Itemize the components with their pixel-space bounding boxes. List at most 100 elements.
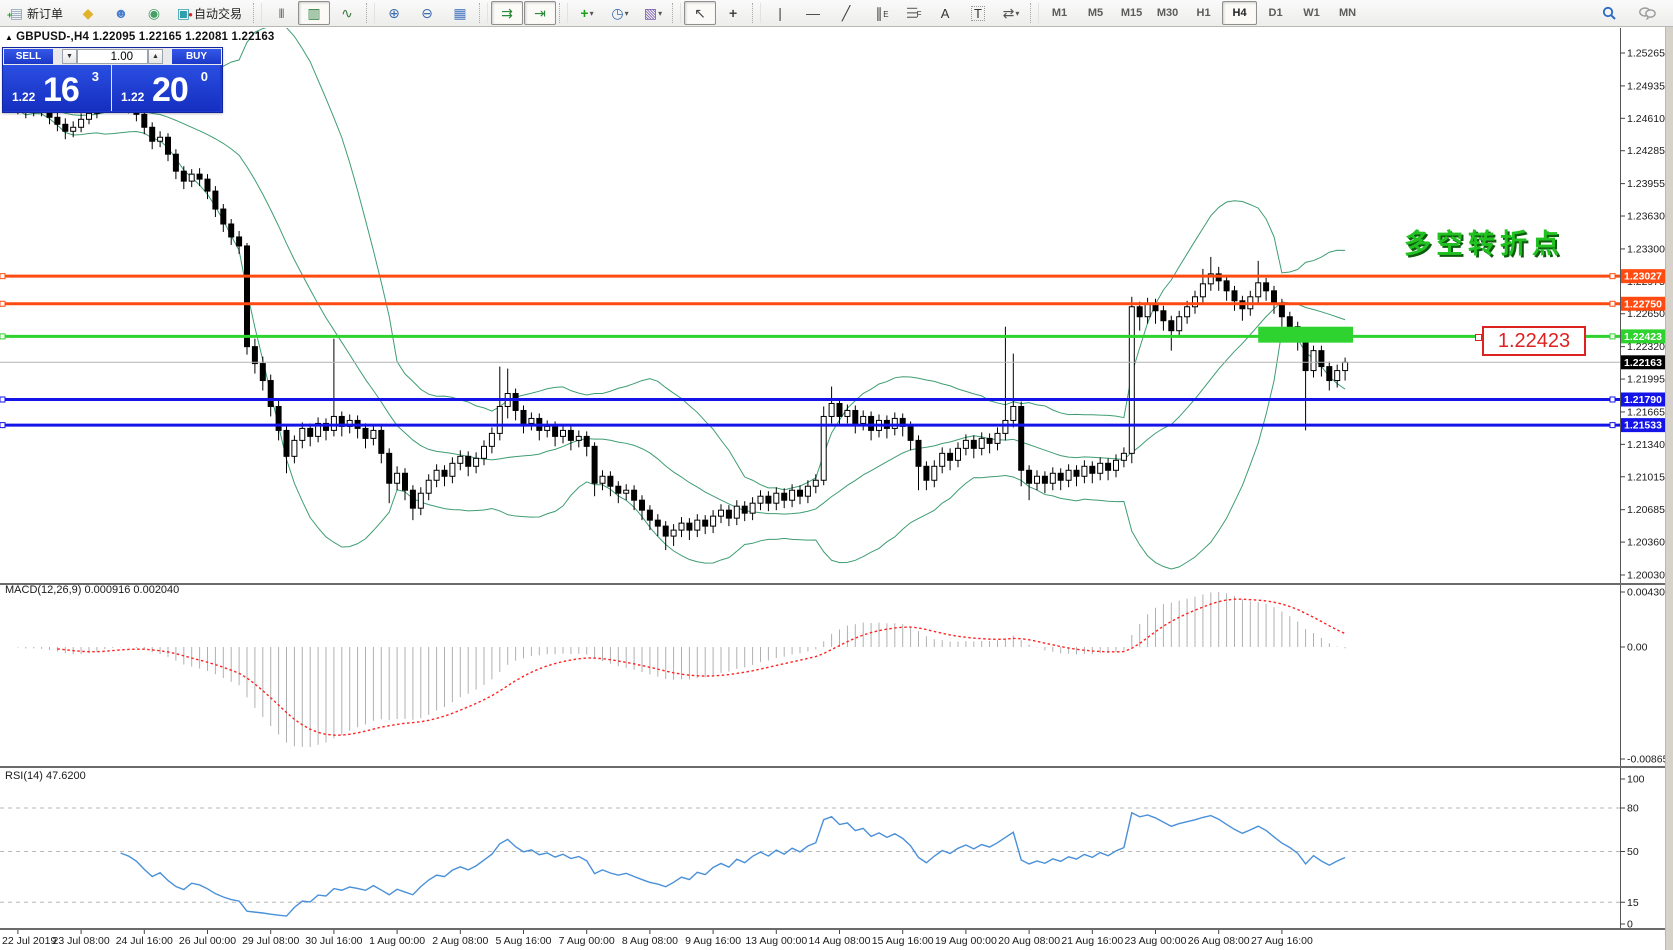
pane-divider[interactable] [0, 766, 1673, 768]
line-chart-button[interactable]: ∿ [331, 1, 363, 25]
tab-d1[interactable]: D1 [1268, 7, 1283, 19]
auto-scroll-button[interactable]: ⇉ [491, 1, 524, 25]
tile-windows-button[interactable]: ▦ [444, 1, 476, 25]
candlestick-chart-button[interactable]: ▥ [298, 1, 331, 25]
candle-body-up [994, 432, 1001, 444]
tab-mn[interactable]: MN [1338, 7, 1357, 19]
y-axis-label: 1.20685 [1627, 504, 1665, 516]
toolbar-separator [752, 3, 762, 23]
turning-point-annotation[interactable]: 多空转折点 [1404, 229, 1564, 259]
candle-body-up [749, 502, 756, 514]
trendline-button[interactable]: ╱ [830, 1, 862, 25]
candle [157, 131, 164, 148]
tab-h4[interactable]: H4 [1222, 1, 1258, 25]
line-anchor-handle[interactable] [0, 422, 6, 429]
indicators-button[interactable]: + ▾ [571, 1, 603, 25]
buy-button[interactable]: BUY [172, 49, 221, 64]
market-button[interactable]: ◉ [138, 1, 170, 25]
line-chart-icon: ∿ [341, 4, 353, 21]
tab-m5[interactable]: M5 [1087, 7, 1104, 19]
metaeditor-button[interactable]: ◆ [72, 1, 104, 25]
community-button[interactable]: ☻ [105, 1, 137, 25]
tab-m1[interactable]: M1 [1051, 7, 1068, 19]
pane-divider[interactable] [0, 583, 1673, 585]
candle [433, 464, 440, 488]
horizontal-line-object[interactable] [0, 333, 1620, 340]
arrows-tool-button[interactable]: ⇄ ▾ [995, 1, 1027, 25]
line-anchor-handle[interactable] [0, 333, 6, 340]
candle [394, 466, 401, 491]
cursor-button[interactable]: ↖ [684, 1, 717, 25]
candle [978, 432, 985, 456]
volume-increase-button[interactable]: ▲ [148, 49, 163, 64]
candle [1231, 285, 1238, 311]
sell-price-button[interactable]: 1.22 16 3 [3, 65, 112, 111]
horizontal-line-object[interactable] [0, 422, 1620, 429]
tab-m15[interactable]: M15 [1120, 7, 1143, 19]
tab-m30[interactable]: M30 [1156, 7, 1179, 19]
candle-body-down [907, 425, 914, 441]
candle [567, 425, 574, 451]
chat-button[interactable] [1631, 1, 1663, 25]
new-order-button[interactable]: ▤ + 新订单 [4, 1, 71, 25]
fibonacci-button[interactable]: ☰ F [896, 1, 928, 25]
candle-body-down [267, 380, 274, 407]
y-axis-label: 1.24285 [1627, 145, 1665, 157]
buy-price-button[interactable]: 1.22 20 0 [112, 65, 220, 111]
candle [528, 412, 535, 431]
chart-shift-button[interactable]: ⇥ [524, 1, 557, 25]
channel-button[interactable]: ∥ E [863, 1, 895, 25]
line-anchor-handle[interactable] [0, 300, 6, 307]
line-anchor-handle[interactable] [0, 396, 6, 403]
highlight-rectangle-object[interactable] [1258, 326, 1353, 343]
line-anchor-handle[interactable] [1609, 422, 1616, 429]
bollinger-upper-band [9, 28, 1346, 491]
candle [180, 166, 187, 190]
horizontal-line-object[interactable] [0, 273, 1620, 280]
triangle-up-icon: ▲ [5, 33, 14, 42]
line-anchor-handle[interactable] [1609, 300, 1616, 307]
horizontal-line-button[interactable]: — [797, 1, 829, 25]
tab-w1[interactable]: W1 [1303, 7, 1320, 19]
macd-axis-label: 0.00 [1627, 642, 1648, 654]
bar-chart-button[interactable]: ||| [265, 1, 297, 25]
callout-anchor-handle[interactable] [1475, 334, 1482, 341]
zoom-in-button[interactable]: ⊕ [378, 1, 410, 25]
text-tool-button[interactable]: A [929, 1, 961, 25]
candle-body-up [560, 429, 566, 437]
autotrading-button[interactable]: ▣ ● 自动交易 [171, 1, 250, 25]
hline-price-tag: 1.22423 [1621, 329, 1672, 344]
line-anchor-handle[interactable] [1609, 396, 1616, 403]
tab-h1[interactable]: H1 [1196, 7, 1211, 19]
search-button[interactable] [1593, 1, 1625, 25]
candle [307, 423, 314, 447]
line-anchor-handle[interactable] [1609, 333, 1616, 340]
candle [457, 450, 464, 471]
candle-body-down [1263, 282, 1270, 292]
sell-button[interactable]: SELL [4, 49, 53, 64]
chevron-down-icon: ▾ [1015, 8, 1020, 18]
periods-button[interactable]: ◷ ▾ [604, 1, 636, 25]
autotrading-icon: ▣ ● [176, 4, 194, 21]
vertical-line-button[interactable]: | [764, 1, 796, 25]
line-anchor-handle[interactable] [0, 273, 6, 280]
candle [836, 398, 843, 427]
volume-input[interactable]: 1.00 [77, 49, 148, 64]
candle-body-up [1113, 459, 1119, 471]
zoom-out-button[interactable]: ⊖ [411, 1, 443, 25]
candle [299, 422, 306, 449]
crosshair-button[interactable]: + [717, 1, 749, 25]
horizontal-line-object[interactable] [0, 396, 1620, 403]
templates-button[interactable]: ▧ ▾ [637, 1, 669, 25]
candle-body-up [1034, 475, 1040, 484]
text-label-button[interactable]: T [962, 1, 994, 25]
candle-body-down [639, 499, 645, 511]
volume-decrease-button[interactable]: ▼ [62, 49, 77, 64]
candle-body-up [1065, 469, 1072, 481]
candle [931, 460, 938, 488]
horizontal-line-object[interactable] [0, 300, 1620, 307]
candle [765, 491, 772, 512]
price-callout-box[interactable]: 1.22423 [1482, 326, 1586, 356]
line-anchor-handle[interactable] [1609, 273, 1616, 280]
candle [915, 435, 922, 491]
